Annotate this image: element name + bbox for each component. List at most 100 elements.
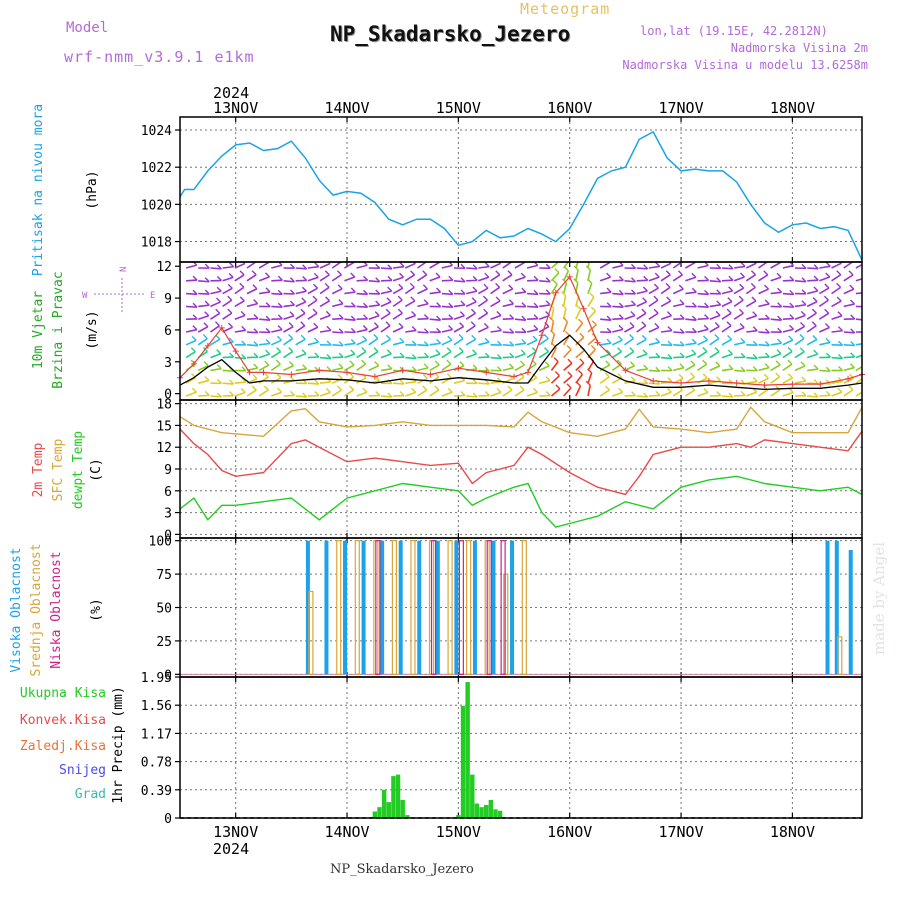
wind-barb [697,363,708,372]
mid-cloud-bar [447,540,453,675]
wind-barb [770,291,782,295]
wind-barb [210,338,221,346]
wind-barb-flag [677,270,683,276]
wind-barb [502,303,514,308]
wind-barb-flag [386,349,392,355]
wind-barb-flag [590,344,596,350]
wind-barb-flag [472,378,478,384]
wind-barb-flag [566,345,572,351]
wind-barb-flag [561,303,567,309]
wind-barb-flag [789,289,795,295]
temp2m-line [179,428,863,496]
wind-barb-flag [496,326,502,331]
wind-barb [283,350,294,359]
wind-barb [819,276,830,282]
wind-barb-flag [837,311,843,317]
wind-barb [502,344,514,347]
wind-barb-flag [549,329,555,335]
gust-point [344,369,351,376]
precip-bar [395,774,401,818]
wind-barb [550,375,560,384]
wind-barb-flag [277,262,283,266]
wind-barb [210,395,222,398]
wind-barb [697,305,709,308]
wind-barb [405,391,416,397]
wind-barb-flag [412,262,416,264]
wind-barb [624,365,635,372]
wind-barb-flag [446,347,452,353]
wind-barb [270,363,281,372]
wind-barb [356,264,368,269]
wind-barb [332,367,344,372]
wind-barb [538,365,550,372]
wind-barb [673,331,685,334]
wind-barb-flag [255,262,256,263]
wind-barb [271,305,283,309]
precip-bar [377,807,382,818]
wind-barb [575,262,579,269]
wind-barb [807,368,819,372]
wind-barb [393,356,405,359]
wind-barb [782,317,794,320]
wind-barb [527,305,539,308]
wind-barb-flag [326,340,332,346]
wind-barb [441,363,452,372]
wind-barb-flag [532,387,538,393]
wind-barb-flag [325,296,331,302]
wind-barb [295,338,306,346]
wind-barb-flag [691,302,697,308]
wind-barb-flag [750,270,756,276]
wind-barb-flag [589,292,595,298]
high-cloud-bar [472,540,477,675]
high-cloud-bar [491,540,496,675]
wind-barb-flag [667,340,673,346]
wind-barb-flag [545,391,551,397]
wind-barb-flag [579,358,585,364]
wind-barb [392,299,403,308]
mid-cloud-bar [521,540,527,675]
wind-barb [709,304,721,308]
wind-barb [697,317,709,320]
wind-barb-flag [812,334,818,340]
wind-barb [636,290,648,295]
wind-barb-flag [216,276,222,282]
wind-barb [745,300,757,308]
panel-cloud: 0 25 50 75 100 [149,535,862,683]
wind-barb [331,262,342,269]
wind-barb-flag [301,349,307,355]
wind-barb [356,363,367,372]
wind-barb-flag [411,354,417,360]
wind-barb [599,262,611,269]
wind-barb-flag [704,289,710,295]
wind-barb-flag [630,361,636,367]
wind-barb-flag [204,375,210,381]
wind-barb [246,317,259,320]
gust-point [566,273,573,280]
wind-barb [417,367,429,372]
sfc-temp-line [179,406,863,438]
wind-barb-flag [576,254,580,258]
wind-barb-flag [216,297,222,303]
wind-barb [502,389,513,397]
wind-barb [295,367,307,372]
wind-barb-flag [577,369,583,375]
wind-barb [490,286,501,295]
wind-barb [660,286,671,295]
bottom-day-label: 14NOV [324,823,369,841]
wind-barb [490,314,502,320]
y-tick-label: 9 [164,463,172,478]
wind-barb [417,389,428,397]
wind-barb [746,329,758,333]
wind-barb [259,291,271,295]
wind-barb [271,391,282,397]
wind-barb-flag [229,379,235,385]
wind-barb-flag [643,364,649,370]
gust-point [817,381,824,388]
wind-barb-flag [241,366,247,372]
wind-barb-flag [252,284,258,290]
wind-barb-flag [642,286,648,292]
wind-barb-flag [448,289,454,295]
low-cloud-bar [500,540,506,675]
y-tick-label: 12 [156,260,172,275]
wind-barb [550,308,555,320]
